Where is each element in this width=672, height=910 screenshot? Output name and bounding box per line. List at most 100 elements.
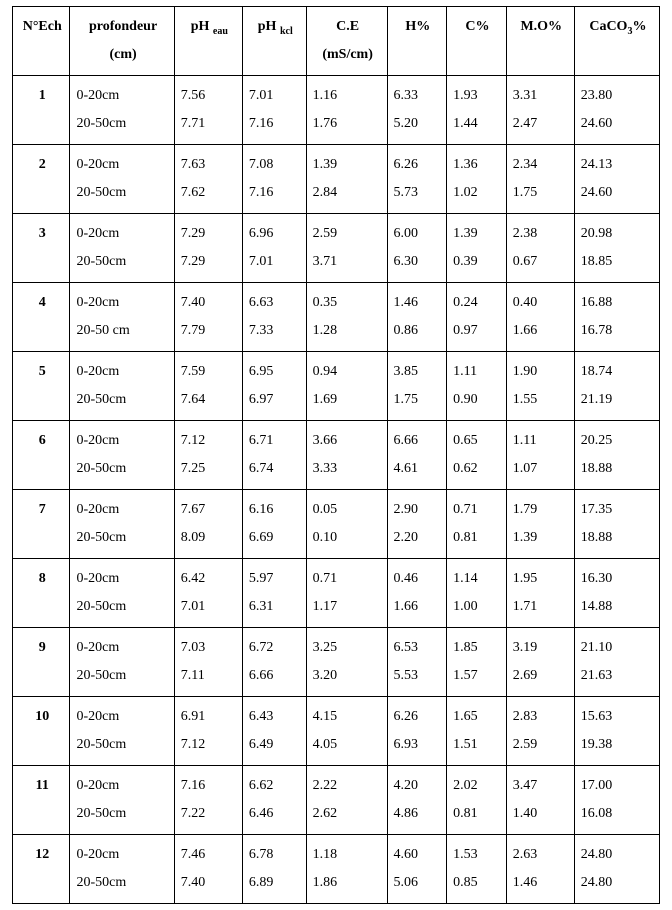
cell-mo: 3.312.47 (506, 76, 574, 145)
cell-c: 0.650.62 (447, 421, 507, 490)
page: N°Ech profondeur(cm) pH eau pH kcl C.E(m… (0, 0, 672, 910)
cell-depth: 0-20cm20-50cm (70, 766, 174, 835)
cell-h: 1.460.86 (387, 283, 447, 352)
cell-c: 0.710.81 (447, 490, 507, 559)
cell-ph_w: 6.917.12 (174, 697, 242, 766)
cell-h: 0.461.66 (387, 559, 447, 628)
cell-caco3: 15.6319.38 (574, 697, 659, 766)
table-row: 30-20cm20-50cm7.297.296.967.012.593.716.… (13, 214, 660, 283)
col-header-id: N°Ech (13, 7, 70, 76)
cell-c: 2.020.81 (447, 766, 507, 835)
cell-id: 2 (13, 145, 70, 214)
cell-depth: 0-20cm20-50cm (70, 352, 174, 421)
cell-id: 7 (13, 490, 70, 559)
cell-h: 4.204.86 (387, 766, 447, 835)
cell-ph_w: 7.127.25 (174, 421, 242, 490)
cell-ph_w: 7.297.29 (174, 214, 242, 283)
cell-ph_k: 6.166.69 (242, 490, 306, 559)
cell-ph_w: 7.567.71 (174, 76, 242, 145)
cell-depth: 0-20cm20-50cm (70, 559, 174, 628)
cell-caco3: 24.8024.80 (574, 835, 659, 904)
cell-c: 1.141.00 (447, 559, 507, 628)
cell-id: 3 (13, 214, 70, 283)
cell-ph_w: 7.637.62 (174, 145, 242, 214)
cell-depth: 0-20cm20-50cm (70, 214, 174, 283)
table-row: 120-20cm20-50cm7.467.406.786.891.181.864… (13, 835, 660, 904)
cell-depth: 0-20cm20-50cm (70, 490, 174, 559)
cell-c: 1.651.51 (447, 697, 507, 766)
col-header-ph-kcl: pH kcl (242, 7, 306, 76)
cell-ce: 0.351.28 (306, 283, 387, 352)
cell-h: 6.335.20 (387, 76, 447, 145)
table-header-row: N°Ech profondeur(cm) pH eau pH kcl C.E(m… (13, 7, 660, 76)
cell-caco3: 18.7421.19 (574, 352, 659, 421)
cell-id: 8 (13, 559, 70, 628)
cell-ce: 2.222.62 (306, 766, 387, 835)
table-row: 70-20cm20-50cm7.678.096.166.690.050.102.… (13, 490, 660, 559)
table-body: 10-20cm20-50cm7.567.717.017.161.161.766.… (13, 76, 660, 904)
cell-mo: 1.111.07 (506, 421, 574, 490)
table-row: 20-20cm20-50cm7.637.627.087.161.392.846.… (13, 145, 660, 214)
cell-c: 0.240.97 (447, 283, 507, 352)
cell-caco3: 17.0016.08 (574, 766, 659, 835)
cell-mo: 2.631.46 (506, 835, 574, 904)
cell-ph_k: 6.956.97 (242, 352, 306, 421)
table-header: N°Ech profondeur(cm) pH eau pH kcl C.E(m… (13, 7, 660, 76)
col-header-ce: C.E(mS/cm) (306, 7, 387, 76)
col-header-caco3: CaCO3% (574, 7, 659, 76)
cell-caco3: 20.9818.85 (574, 214, 659, 283)
cell-ph_k: 6.626.46 (242, 766, 306, 835)
cell-ce: 1.181.86 (306, 835, 387, 904)
col-header-mo: M.O% (506, 7, 574, 76)
cell-ce: 1.392.84 (306, 145, 387, 214)
table-row: 50-20cm20-50cm7.597.646.956.970.941.693.… (13, 352, 660, 421)
cell-depth: 0-20cm20-50cm (70, 628, 174, 697)
cell-h: 2.902.20 (387, 490, 447, 559)
cell-ph_k: 6.967.01 (242, 214, 306, 283)
cell-ce: 1.161.76 (306, 76, 387, 145)
cell-caco3: 17.3518.88 (574, 490, 659, 559)
cell-ce: 0.050.10 (306, 490, 387, 559)
cell-ph_k: 6.726.66 (242, 628, 306, 697)
cell-depth: 0-20cm20-50cm (70, 697, 174, 766)
cell-caco3: 16.3014.88 (574, 559, 659, 628)
table-row: 90-20cm20-50cm7.037.116.726.663.253.206.… (13, 628, 660, 697)
cell-caco3: 16.8816.78 (574, 283, 659, 352)
cell-id: 12 (13, 835, 70, 904)
cell-ce: 3.253.20 (306, 628, 387, 697)
cell-mo: 1.951.71 (506, 559, 574, 628)
cell-ph_k: 7.017.16 (242, 76, 306, 145)
cell-h: 4.605.06 (387, 835, 447, 904)
cell-id: 6 (13, 421, 70, 490)
cell-caco3: 24.1324.60 (574, 145, 659, 214)
cell-mo: 1.791.39 (506, 490, 574, 559)
cell-depth: 0-20cm20-50 cm (70, 283, 174, 352)
cell-mo: 2.832.59 (506, 697, 574, 766)
cell-mo: 2.341.75 (506, 145, 574, 214)
cell-ph_w: 7.597.64 (174, 352, 242, 421)
cell-depth: 0-20cm20-50cm (70, 76, 174, 145)
cell-id: 10 (13, 697, 70, 766)
cell-mo: 0.401.66 (506, 283, 574, 352)
table-row: 60-20cm20-50cm7.127.256.716.743.663.336.… (13, 421, 660, 490)
col-header-depth: profondeur(cm) (70, 7, 174, 76)
cell-c: 1.110.90 (447, 352, 507, 421)
cell-ce: 2.593.71 (306, 214, 387, 283)
cell-h: 6.265.73 (387, 145, 447, 214)
cell-id: 9 (13, 628, 70, 697)
cell-ph_w: 7.167.22 (174, 766, 242, 835)
cell-mo: 3.192.69 (506, 628, 574, 697)
col-header-ph-eau: pH eau (174, 7, 242, 76)
cell-caco3: 20.2518.88 (574, 421, 659, 490)
cell-ph_w: 7.678.09 (174, 490, 242, 559)
cell-depth: 0-20cm20-50cm (70, 145, 174, 214)
table-row: 80-20cm20-50cm6.427.015.976.310.711.170.… (13, 559, 660, 628)
cell-h: 3.851.75 (387, 352, 447, 421)
cell-caco3: 23.8024.60 (574, 76, 659, 145)
cell-ph_w: 7.467.40 (174, 835, 242, 904)
cell-ph_w: 7.407.79 (174, 283, 242, 352)
cell-c: 1.361.02 (447, 145, 507, 214)
cell-ce: 3.663.33 (306, 421, 387, 490)
cell-mo: 2.380.67 (506, 214, 574, 283)
cell-h: 6.006.30 (387, 214, 447, 283)
